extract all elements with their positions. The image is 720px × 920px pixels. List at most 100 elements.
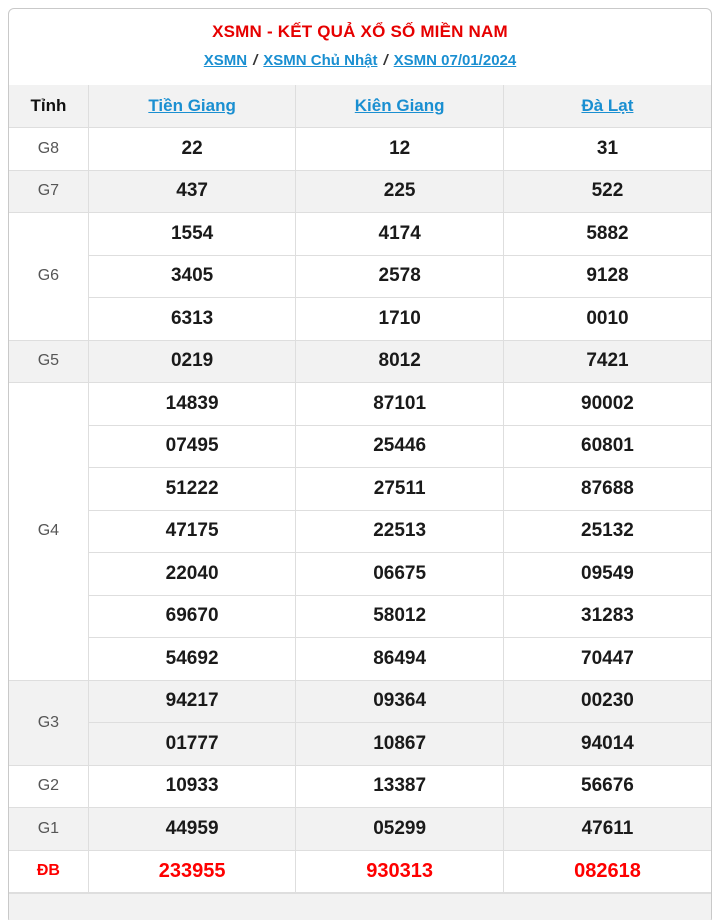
table-row: 47175 22513 25132 — [9, 509, 711, 553]
result-number: 56676 — [502, 764, 711, 808]
result-number: 86494 — [295, 637, 504, 681]
result-number: 225 — [295, 169, 504, 213]
table-row: G4 14839 87101 90002 — [9, 382, 711, 681]
result-number: 10933 — [87, 764, 297, 808]
result-number: 2578 — [295, 254, 504, 298]
result-number: 25446 — [295, 424, 504, 468]
result-number: 54692 — [88, 637, 297, 681]
result-number: 58012 — [295, 594, 504, 638]
result-number: 12 — [295, 127, 504, 171]
prize-label-G1: G1 — [9, 807, 89, 851]
results-table: Tỉnh Tiền Giang Kiên Giang Đà Lạt G8 22 12… — [9, 85, 711, 893]
result-number: 1710 — [295, 297, 504, 341]
table-row: 6313 1710 0010 — [9, 297, 711, 341]
result-number: 06675 — [295, 552, 504, 596]
result-number: 94217 — [87, 679, 297, 723]
result-number: 47175 — [88, 509, 297, 553]
result-number: 22513 — [295, 509, 504, 553]
prize-label-G4: G4 — [9, 382, 89, 681]
result-number: 8012 — [295, 339, 504, 383]
table-row: 51222 27511 87688 — [9, 467, 711, 511]
column-header-kien-giang: Kiên Giang — [295, 85, 504, 128]
result-number: 31 — [502, 127, 711, 171]
table-row: G3 94217 09364 00230 — [9, 679, 711, 766]
result-number: 10867 — [295, 722, 504, 766]
result-number: 60801 — [502, 424, 711, 468]
breadcrumb-link-xsmn[interactable]: XSMN — [203, 52, 248, 69]
result-number: 07495 — [88, 424, 297, 468]
result-number: 4174 — [295, 212, 504, 256]
result-number: 1554 — [87, 212, 297, 256]
table-row: 22040 06675 09549 — [9, 552, 711, 596]
prize-label-ĐB: ĐB — [9, 849, 89, 893]
result-number: 01777 — [88, 722, 297, 766]
table-row: G8 22 12 31 — [9, 127, 711, 171]
table-row: 3405 2578 9128 — [9, 254, 711, 298]
result-number: 70447 — [502, 637, 711, 681]
column-link-da-lat[interactable]: Đà Lạt — [581, 96, 634, 115]
result-number: 0010 — [502, 297, 711, 341]
table-row: G6 1554 4174 5882 — [9, 212, 711, 341]
table-row: 07495 25446 60801 — [9, 424, 711, 468]
table-row: 01777 10867 94014 — [9, 722, 711, 766]
result-number: 87688 — [502, 467, 711, 511]
column-header-da-lat: Đà Lạt — [502, 85, 711, 128]
prize-label-G5: G5 — [9, 339, 89, 383]
breadcrumb: XSMN / XSMN Chủ Nhật / XSMN 07/01/2024 — [9, 52, 711, 69]
page-title: XSMN - KẾT QUẢ XỔ SỐ MIỀN NAM — [212, 22, 508, 41]
result-number: 87101 — [295, 382, 504, 426]
table-row: G2 10933 13387 56676 — [9, 764, 711, 808]
prize-label-G6: G6 — [9, 212, 89, 341]
results-body: G8 22 12 31 G7 437 225 522 G6 1554 4174 5882 3405 257… — [9, 127, 711, 893]
table-row: G7 437 225 522 — [9, 169, 711, 213]
result-number: 22 — [87, 127, 297, 171]
result-number: 233955 — [87, 849, 297, 893]
prize-label-G8: G8 — [9, 127, 89, 171]
breadcrumb-link-xsmn-chu-nhat[interactable]: XSMN Chủ Nhật — [263, 52, 378, 69]
result-number: 05299 — [295, 807, 504, 851]
result-number: 13387 — [295, 764, 504, 808]
next-section-cutoff — [9, 893, 711, 920]
result-number: 51222 — [88, 467, 297, 511]
province-column-header: Tỉnh — [9, 85, 89, 128]
result-number: 25132 — [502, 509, 711, 553]
result-number: 6313 — [88, 297, 297, 341]
result-number: 082618 — [502, 849, 711, 893]
table-row: ĐB 233955 930313 082618 — [9, 849, 711, 893]
result-number: 69670 — [88, 594, 297, 638]
prize-label-G2: G2 — [9, 764, 89, 808]
breadcrumb-link-xsmn-date[interactable]: XSMN 07/01/2024 — [393, 52, 517, 69]
result-number: 437 — [87, 169, 297, 213]
table-row: 54692 86494 70447 — [9, 637, 711, 681]
result-number: 44959 — [87, 807, 297, 851]
result-number: 0219 — [87, 339, 297, 383]
column-link-kien-giang[interactable]: Kiên Giang — [354, 96, 445, 115]
table-header-row: Tỉnh Tiền Giang Kiên Giang Đà Lạt — [9, 85, 711, 128]
result-number: 9128 — [502, 254, 711, 298]
table-row: G1 44959 05299 47611 — [9, 807, 711, 851]
table-row: G5 0219 8012 7421 — [9, 339, 711, 383]
result-number: 930313 — [295, 849, 504, 893]
result-number: 27511 — [295, 467, 504, 511]
result-number: 7421 — [502, 339, 711, 383]
column-header-tien-giang: Tiền Giang — [87, 85, 297, 128]
column-link-tien-giang[interactable]: Tiền Giang — [148, 96, 236, 115]
result-number: 09364 — [295, 679, 504, 723]
card-header: XSMN - KẾT QUẢ XỔ SỐ MIỀN NAM XSMN / XSMN … — [9, 9, 711, 85]
result-number: 47611 — [502, 807, 711, 851]
result-number: 94014 — [502, 722, 711, 766]
prize-label-G7: G7 — [9, 169, 89, 213]
result-number: 522 — [502, 169, 711, 213]
table-row: 69670 58012 31283 — [9, 594, 711, 638]
result-number: 90002 — [502, 382, 711, 426]
result-number: 14839 — [87, 382, 297, 426]
result-number: 09549 — [502, 552, 711, 596]
result-number: 31283 — [502, 594, 711, 638]
breadcrumb-separator: / — [383, 52, 388, 69]
results-card: XSMN - KẾT QUẢ XỔ SỐ MIỀN NAM XSMN / XSMN … — [8, 8, 712, 920]
result-number: 3405 — [88, 254, 297, 298]
result-number: 22040 — [88, 552, 297, 596]
prize-label-G3: G3 — [9, 679, 89, 766]
result-number: 00230 — [502, 679, 711, 723]
breadcrumb-separator: / — [253, 52, 258, 69]
